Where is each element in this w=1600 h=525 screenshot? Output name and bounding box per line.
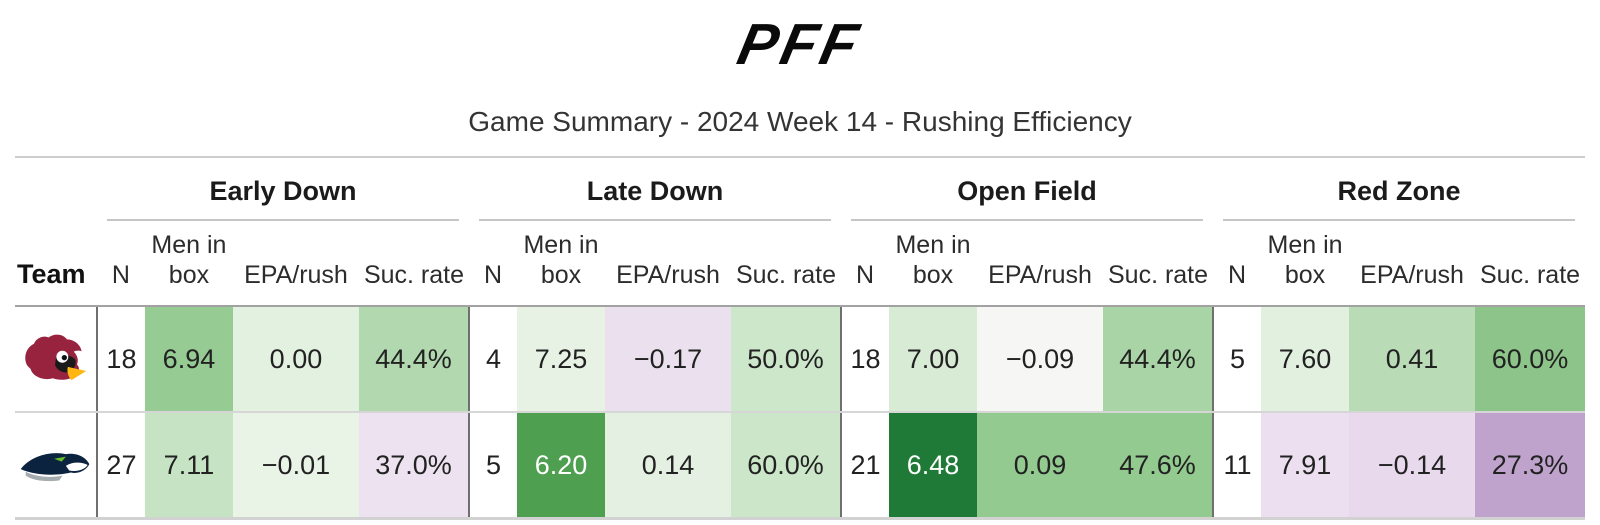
group-header-late-down: Late Down [469, 157, 841, 221]
col-header-n: N [841, 221, 890, 307]
col-header-epa-rush: EPA/rush [1349, 221, 1476, 307]
stat-cell: 18 [840, 306, 890, 413]
stat-cell: 37.0% [358, 412, 469, 520]
table-row-seahawks: 27 7.11 −0.01 37.0% 5 6.20 0.14 60.0% 21… [14, 412, 1586, 520]
stat-cell: 47.6% [1103, 412, 1214, 520]
stat-cell: −0.14 [1349, 412, 1476, 520]
col-header-n: N [1213, 221, 1262, 307]
stat-cell: 0.09 [977, 412, 1104, 520]
group-header-row: Early Down Late Down Open Field Red Zone [15, 157, 1585, 221]
team-logo-cell [14, 306, 97, 413]
stat-cell: 27.3% [1475, 412, 1586, 520]
header: PFF [0, 0, 1600, 90]
stat-cell: 7.00 [889, 306, 978, 413]
page-title: Game Summary - 2024 Week 14 - Rushing Ef… [468, 106, 1132, 137]
stat-cell: −0.09 [977, 306, 1104, 413]
stat-cell: 44.4% [1103, 306, 1214, 413]
stat-cell: 4 [468, 306, 517, 413]
stat-cell: 60.0% [1475, 306, 1586, 413]
seahawks-logo-icon [19, 448, 91, 482]
col-header-suc-rate: Suc. rate [731, 221, 842, 307]
col-header-suc-rate: Suc. rate [358, 221, 469, 307]
team-logo-cell [14, 412, 97, 520]
group-header-open-field: Open Field [841, 157, 1213, 221]
stat-cell: 6.20 [517, 412, 605, 520]
cardinals-logo-icon [22, 334, 88, 380]
stat-cell: 7.11 [144, 412, 233, 520]
stat-cell: 6.48 [889, 412, 978, 520]
stat-cell: 18 [95, 306, 145, 413]
stat-cell: 7.25 [517, 306, 605, 413]
col-header-men-in-box: Men in box [517, 221, 605, 307]
col-header-suc-rate: Suc. rate [1475, 221, 1586, 307]
stat-cell: 5 [1212, 306, 1262, 413]
col-header-epa-rush: EPA/rush [232, 221, 359, 307]
col-header-epa-rush: EPA/rush [977, 221, 1104, 307]
stat-cell: 0.41 [1349, 306, 1476, 413]
stat-cell: 60.0% [731, 412, 842, 520]
stat-cell: 0.00 [232, 306, 359, 413]
col-header-men-in-box: Men in box [144, 221, 233, 307]
pff-logo: PFF [732, 12, 868, 77]
col-header-men-in-box: Men in box [1261, 221, 1350, 307]
stat-cell: 7.91 [1261, 412, 1350, 520]
rushing-efficiency-table: Early Down Late Down Open Field Red Zone… [14, 156, 1586, 520]
stat-cell: 11 [1212, 412, 1262, 520]
stat-cell: −0.01 [232, 412, 359, 520]
col-header-n: N [96, 221, 145, 307]
group-header-spacer [15, 157, 97, 221]
stat-cell: 21 [840, 412, 890, 520]
group-header-red-zone: Red Zone [1213, 157, 1585, 221]
stat-cell: 27 [95, 412, 145, 520]
stat-cell: 50.0% [731, 306, 842, 413]
stat-cell: 44.4% [358, 306, 469, 413]
group-header-early-down: Early Down [97, 157, 469, 221]
stat-cell: −0.17 [605, 306, 731, 413]
stat-cell: 5 [468, 412, 517, 520]
col-header-suc-rate: Suc. rate [1103, 221, 1214, 307]
table-row-cardinals: 18 6.94 0.00 44.4% 4 7.25 −0.17 50.0% 18… [14, 306, 1586, 413]
stat-cell: 0.14 [605, 412, 731, 520]
team-column-header: Team [14, 221, 97, 307]
stat-cell: 6.94 [144, 306, 233, 413]
col-header-epa-rush: EPA/rush [605, 221, 731, 307]
stat-cell: 7.60 [1261, 306, 1350, 413]
column-header-row: Team N Men in box EPA/rush Suc. rate N M… [14, 221, 1586, 307]
col-header-men-in-box: Men in box [889, 221, 978, 307]
col-header-n: N [469, 221, 517, 307]
